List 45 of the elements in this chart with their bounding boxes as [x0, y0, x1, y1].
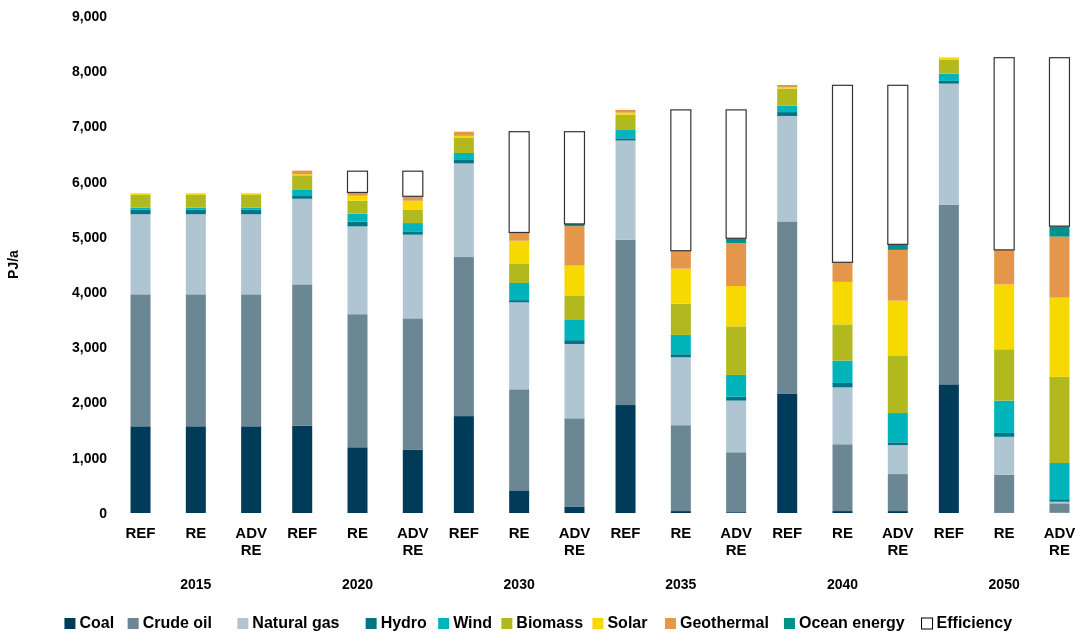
x-tick-label: RE: [670, 524, 692, 541]
x-tick-label: ADV RE: [720, 524, 752, 558]
legend-label: Wind: [453, 614, 493, 631]
x-axis-title: 2040: [826, 576, 859, 592]
legend-label: Biomass: [516, 614, 584, 631]
legend-label: Geothermal: [679, 614, 769, 631]
x-tick-label: RE: [993, 524, 1015, 541]
y-tick-label: 0: [99, 504, 108, 521]
y-tick-label: 3,000: [71, 339, 108, 356]
x-tick-label: ADV RE: [1043, 524, 1076, 558]
x-tick-label: REF: [610, 524, 641, 541]
x-tick-label: RE: [508, 524, 530, 541]
legend-label: Hydro: [380, 614, 428, 631]
y-tick-label: 4,000: [71, 284, 108, 301]
x-axis-title: 2015: [180, 576, 212, 592]
x-tick-label: ADV RE: [235, 524, 267, 558]
x-tick-label: REF: [287, 524, 318, 541]
x-axis-title: 2035: [665, 576, 697, 592]
y-tick-label: 9,000: [71, 7, 108, 24]
x-tick-label: ADV RE: [558, 524, 591, 558]
x-tick-label: RE: [185, 524, 207, 541]
y-tick-label: 6,000: [71, 173, 108, 190]
x-tick-label: ADV RE: [881, 524, 914, 558]
legend-label: Ocean energy: [798, 614, 905, 631]
x-axis-title: 2030: [503, 576, 535, 592]
x-tick-label: RE: [347, 524, 368, 541]
legend-label: Efficiency: [936, 614, 1013, 631]
legend-label: Natural gas: [252, 614, 340, 631]
y-tick-label: 7,000: [71, 118, 108, 135]
y-tick-label: 8,000: [71, 63, 108, 80]
x-axis-title: 2050: [988, 576, 1020, 592]
x-tick-label: RE: [832, 524, 853, 541]
legend-label: Crude oil: [142, 614, 212, 631]
x-tick-label: REF: [933, 524, 964, 541]
x-axis-title: 2020: [341, 576, 374, 592]
y-tick-label: 5,000: [71, 228, 108, 245]
x-tick-label: REF: [772, 524, 803, 541]
y-axis-title: PJ/a: [5, 249, 21, 279]
legend-label: Coal: [79, 614, 115, 631]
x-tick-label: REF: [125, 524, 156, 541]
x-tick-label: ADV RE: [396, 524, 429, 558]
legend-label: Solar: [607, 614, 648, 631]
x-tick-label: REF: [448, 524, 479, 541]
y-tick-label: 2,000: [71, 394, 108, 411]
y-tick-label: 1,000: [71, 449, 108, 466]
